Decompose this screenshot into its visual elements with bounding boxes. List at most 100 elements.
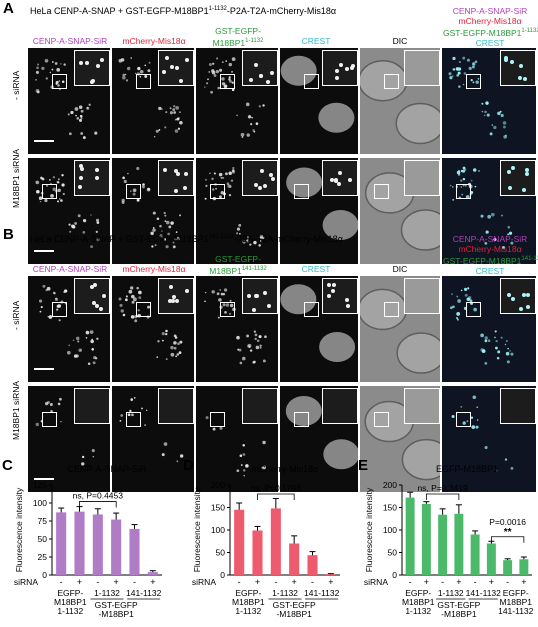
group-label: EGFP- [235,588,261,598]
group-label: M18BP1 [232,597,265,607]
zoom-inset [74,388,110,424]
roi-box [466,74,481,89]
group-label: EGFP- [405,588,431,598]
chart-C-letter: C [2,457,13,474]
zoom-inset [242,160,278,196]
category-label: - [238,577,241,587]
roi-box [42,184,57,199]
roi-box [374,412,389,427]
zoom-inset [404,278,440,314]
chart-E-bar-8 [519,559,529,575]
y-tick-label: 75 [38,516,48,526]
panel-a-image-r2-c1 [28,158,110,264]
panel-a-col-merge: CENP-A-SNAP-SiR mCherry-Mis18α GST-EGFP-… [443,6,538,48]
category-label: + [521,577,526,587]
scale-bar [34,478,54,480]
roi-box [456,412,471,427]
roi-box [126,412,141,427]
zoom-inset [404,388,440,424]
chart-D-bar-1 [234,509,245,575]
significance-bracket [79,501,117,508]
group-label: 1-1132 [235,606,261,616]
panel-a-image-r1-c4 [280,48,358,154]
y-tick-label: 100 [211,525,225,535]
panel-b-image-r1-c2 [112,276,194,382]
zoom-inset [500,50,536,86]
zoom-inset [242,278,278,314]
group-label: 1-1132 [272,588,298,598]
category-label: + [77,577,82,587]
group-label: 141-1132 [498,606,534,616]
panel-a-title-sup: 1-1132 [208,6,227,12]
panel-b-merge-l4: CREST [475,265,505,276]
zoom-inset [322,278,358,314]
sirna-label: siRNA [14,577,38,587]
category-label: - [506,577,509,587]
chart-E-title: EGFP-M18BP1 [436,464,498,474]
panel-a-col-mis18: mCherry-Mis18α [122,36,186,46]
zoom-inset [74,278,110,314]
group-label: 1-1132 [94,588,120,598]
chart-C-bar-2 [74,511,85,575]
zoom-inset [242,50,278,86]
category-label: + [456,577,461,587]
category-label: - [96,577,99,587]
sirna-label: siRNA [364,577,388,587]
panel-b-col-mis18: mCherry-Mis18α [122,264,186,274]
roi-box [294,412,309,427]
category-label: - [409,577,412,587]
panel-b-image-r1-c4 [280,276,358,382]
y-tick-label: 50 [38,534,48,544]
panel-b-merge-l1: CENP-A-SNAP-SiR [452,234,528,244]
panel-a-image-r1-c6 [442,48,536,154]
construct-label: GST-EGFP [95,600,138,610]
chart-C-bar-5 [129,528,140,575]
y-tick-label: 100 [383,525,397,535]
panel-b-image-r2-c2 [112,386,194,492]
roi-box [456,184,471,199]
zoom-inset [404,50,440,86]
roi-box [294,184,309,199]
chart-D-bar-2 [252,530,263,575]
chart-D-bar-4 [289,543,300,575]
panel-a-merge-l3: GST-EGFP-M18BP11-1132 [443,27,538,38]
y-tick-label: 0 [220,570,225,580]
roi-box [126,184,141,199]
zoom-inset [322,388,358,424]
panel-b-col-crest: CREST [301,264,331,274]
panel-b-title-main: HeLa CENP-A-SNAP + GST-EGFP-M18BP1 [30,234,209,244]
chart-E-bar-4 [454,513,464,575]
construct-label: GST-EGFP [437,600,480,610]
panel-a-letter: A [3,0,14,17]
category-label: + [114,577,119,587]
category-label: - [311,577,314,587]
panel-b-row2-label: M18BP1 siRNA [11,380,21,440]
panel-a-col-cenpa: CENP-A-SNAP-SiR [32,36,108,46]
chart-E-bar-1 [405,497,415,575]
panel-a-col-m18bp1-line1: GST-EGFP- [215,26,261,36]
roi-box [210,412,225,427]
panel-b-merge-l3: GST-EGFP-M18BP1141-1132 [443,255,538,266]
chart-C-bar-4 [111,519,122,575]
significance-label: P=0.0016 [489,517,526,527]
y-tick-label: 0 [392,570,397,580]
y-tick-label: 0 [42,570,47,580]
panel-a-image-r1-c5 [360,48,440,154]
group-label: 141-1132 [466,588,502,598]
roi-box [466,302,481,317]
significance-bracket [425,493,460,500]
panel-b-image-r2-c3 [196,386,278,492]
panel-a-image-r2-c6 [442,158,536,264]
construct-label: GST-EGFP [273,600,316,610]
zoom-inset [158,388,194,424]
category-label: + [255,577,260,587]
y-tick-label: 150 [211,503,225,513]
panel-a-image-r2-c4 [280,158,358,264]
scale-bar [34,250,54,252]
panel-a-image-r2-c5 [360,158,440,264]
chart-D-ylabel: Fluorescence intensity [192,487,202,572]
panel-b-image-r2-c1 [28,386,110,492]
chart-E-bar-6 [486,543,496,575]
zoom-inset [500,278,536,314]
zoom-inset [322,160,358,196]
